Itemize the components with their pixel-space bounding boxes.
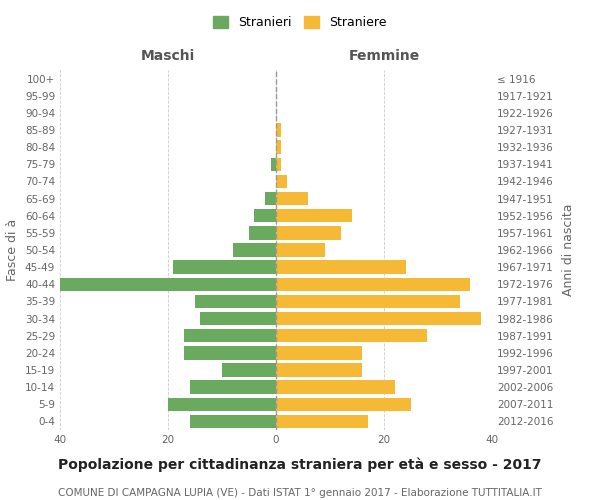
Bar bbox=[276, 192, 308, 205]
Y-axis label: Anni di nascita: Anni di nascita bbox=[562, 204, 575, 296]
Bar bbox=[276, 174, 287, 188]
Bar bbox=[200, 312, 276, 326]
Bar bbox=[276, 294, 460, 308]
Bar bbox=[276, 158, 281, 171]
Bar bbox=[276, 312, 481, 326]
Bar bbox=[276, 346, 362, 360]
Bar bbox=[276, 209, 352, 222]
Bar bbox=[276, 260, 406, 274]
Legend: Stranieri, Straniere: Stranieri, Straniere bbox=[208, 11, 392, 34]
Text: Femmine: Femmine bbox=[349, 49, 419, 63]
Bar bbox=[276, 398, 411, 411]
Bar bbox=[184, 329, 276, 342]
Bar bbox=[276, 140, 281, 154]
Bar bbox=[190, 414, 276, 428]
Bar bbox=[222, 364, 276, 376]
Text: COMUNE DI CAMPAGNA LUPIA (VE) - Dati ISTAT 1° gennaio 2017 - Elaborazione TUTTIT: COMUNE DI CAMPAGNA LUPIA (VE) - Dati IST… bbox=[58, 488, 542, 498]
Text: Popolazione per cittadinanza straniera per età e sesso - 2017: Popolazione per cittadinanza straniera p… bbox=[58, 458, 542, 472]
Bar bbox=[233, 244, 276, 256]
Bar bbox=[271, 158, 276, 171]
Bar bbox=[276, 124, 281, 136]
Y-axis label: Fasce di à: Fasce di à bbox=[7, 219, 19, 281]
Text: Maschi: Maschi bbox=[141, 49, 195, 63]
Bar bbox=[276, 380, 395, 394]
Bar bbox=[276, 278, 470, 291]
Bar bbox=[276, 329, 427, 342]
Bar bbox=[184, 346, 276, 360]
Bar bbox=[190, 380, 276, 394]
Bar bbox=[60, 278, 276, 291]
Bar bbox=[265, 192, 276, 205]
Bar bbox=[195, 294, 276, 308]
Bar bbox=[173, 260, 276, 274]
Bar bbox=[276, 226, 341, 239]
Bar bbox=[168, 398, 276, 411]
Bar bbox=[254, 209, 276, 222]
Bar bbox=[276, 244, 325, 256]
Bar bbox=[276, 364, 362, 376]
Bar bbox=[276, 414, 368, 428]
Bar bbox=[249, 226, 276, 239]
